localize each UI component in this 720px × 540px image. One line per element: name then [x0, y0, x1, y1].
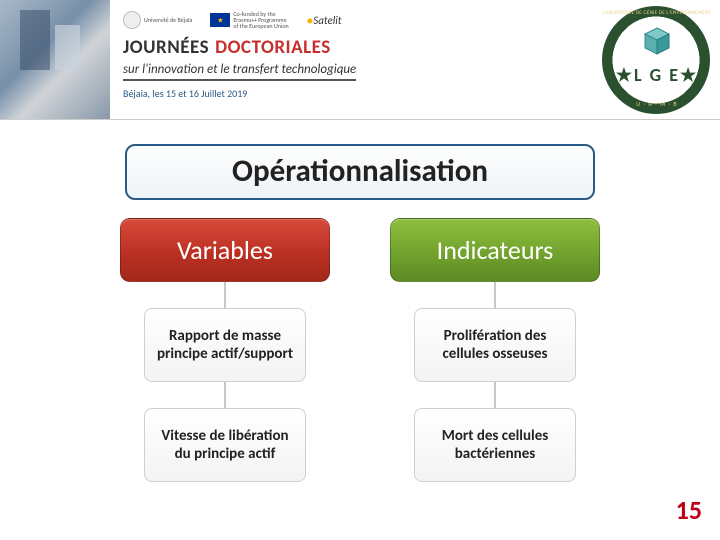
banner: Université de Béjaïa Co-funded by the Er… [0, 0, 720, 120]
banner-photo [0, 0, 110, 119]
sponsor-row: Université de Béjaïa Co-funded by the Er… [123, 6, 582, 34]
column-variables: Variables Rapport de masse principe acti… [120, 218, 330, 482]
diagram: Variables Rapport de masse principe acti… [0, 218, 720, 482]
eu-text: Co-funded by the Erasmus+ Programme of t… [233, 11, 288, 30]
banner-dates: Béjaia, les 15 et 16 Juillet 2019 [123, 87, 582, 100]
satelit-logo: ●Satelit [307, 14, 342, 27]
column-indicateurs: Indicateurs Prolifération des cellules o… [390, 218, 600, 482]
page-number: 15 [676, 494, 702, 526]
header-indicateurs-label: Indicateurs [437, 234, 554, 266]
header-variables: Variables [120, 218, 330, 282]
lge-arc-bottom: U · A · M · B [602, 100, 712, 108]
section-title: Opérationnalisation [125, 144, 595, 200]
indicateur-item-1: Prolifération des cellules osseuses [414, 308, 576, 382]
title-part2: DOCTORIALES [215, 36, 331, 59]
section-title-text: Opérationnalisation [232, 152, 488, 190]
indicateur-item-2: Mort des cellules bactériennes [414, 408, 576, 482]
lge-cube-icon [641, 26, 673, 61]
banner-title: JOURNÉES DOCTORIALES [123, 36, 582, 59]
title-part1: JOURNÉES [123, 36, 209, 59]
lge-badge: LABORATOIRE DE GÉNIE DE L'ENVIRONNEMENT … [602, 6, 712, 114]
sponsor-univ: Université de Béjaïa [123, 11, 192, 29]
sponsor-satelit: ●Satelit [307, 14, 342, 27]
univ-logo-icon [123, 11, 141, 29]
header-variables-label: Variables [177, 234, 273, 266]
banner-subtitle: sur l'innovation et le transfert technol… [123, 59, 582, 81]
variable-item-2: Vitesse de libération du principe actif [144, 408, 306, 482]
sponsor-eu: Co-funded by the Erasmus+ Programme of t… [210, 11, 288, 30]
lge-arc-top: LABORATOIRE DE GÉNIE DE L'ENVIRONNEMENT [602, 10, 712, 16]
eu-flag-icon [210, 13, 230, 27]
variable-item-1: Rapport de masse principe actif/support [144, 308, 306, 382]
banner-content: Université de Béjaïa Co-funded by the Er… [115, 0, 590, 119]
header-indicateurs: Indicateurs [390, 218, 600, 282]
sponsor-univ-label: Université de Béjaïa [144, 16, 192, 24]
lge-letters: ★L G E★ [602, 64, 712, 86]
